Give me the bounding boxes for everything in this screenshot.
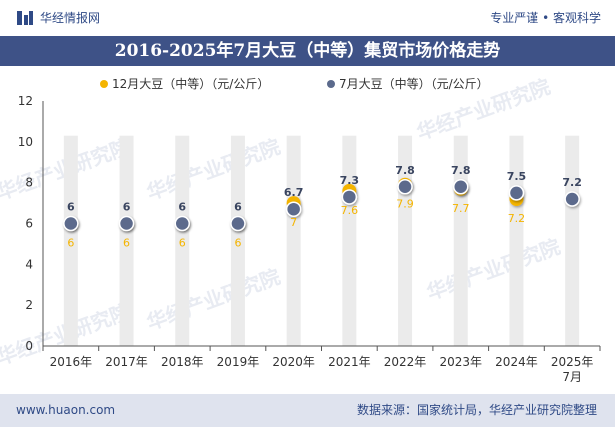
- watermark-text: 华经产业研究院: [144, 134, 284, 204]
- jul-data-label: 7.8: [395, 164, 415, 177]
- footer-source: 数据来源：国家统计局，华经产业研究院整理: [356, 403, 597, 417]
- x-tick-label: 2021年: [328, 355, 371, 369]
- column-background: [286, 135, 301, 346]
- dec-data-label: 6: [179, 237, 186, 250]
- y-tick-label: 8: [25, 176, 33, 190]
- column-background: [119, 135, 134, 346]
- jul-data-label: 6: [234, 201, 242, 214]
- x-tick-label: 2025年 7月: [551, 355, 594, 384]
- brand-logo-icon: [17, 11, 33, 25]
- footer: www.huaon.com 数据来源：国家统计局，华经产业研究院整理: [0, 394, 615, 427]
- column-background: [63, 135, 78, 346]
- jul-data-label: 7.8: [451, 164, 471, 177]
- dec-data-label: 6: [67, 237, 74, 250]
- jul-series-point: [508, 185, 525, 201]
- jul-data-label: 6: [67, 201, 75, 214]
- jul-series-point: [285, 201, 302, 217]
- x-tick-label: 2020年: [272, 355, 315, 369]
- y-tick-label: 10: [18, 135, 33, 149]
- jul-data-label: 7.5: [507, 170, 527, 183]
- dec-data-label: 7.9: [396, 198, 414, 211]
- legend-jul-marker: [327, 80, 335, 88]
- chart-title: 2016-2025年7月大豆（中等）集贸市场价格走势: [0, 36, 615, 66]
- column-background: [175, 135, 190, 346]
- dec-data-label: 6: [123, 237, 130, 250]
- jul-series-point: [118, 215, 135, 232]
- x-tick-label: 2019年: [217, 355, 260, 369]
- jul-series-point: [453, 179, 469, 195]
- jul-series-point: [341, 189, 358, 205]
- column-background: [509, 135, 524, 346]
- column-background: [342, 135, 357, 346]
- x-tick-label: 2022年: [384, 355, 427, 369]
- tagline: 专业严谨 • 客观科学: [490, 11, 601, 25]
- jul-series-point: [564, 191, 580, 207]
- y-tick-label: 4: [25, 257, 33, 271]
- legend-dec-label: 12月大豆（中等）（元/公斤）: [112, 76, 269, 91]
- x-tick-label: 2016年: [50, 355, 93, 369]
- watermark-text: 华经产业研究院: [144, 264, 284, 334]
- column-background: [565, 135, 580, 346]
- top-bar: 华经情报网 专业严谨 • 客观科学: [0, 0, 615, 36]
- legend-dec-marker: [100, 80, 108, 88]
- dec-data-label: 6: [234, 237, 241, 250]
- x-tick-label: 2017年: [105, 355, 148, 369]
- jul-data-label: 6: [178, 201, 186, 214]
- column-background: [230, 135, 245, 346]
- dec-data-label: 7.6: [341, 204, 359, 217]
- jul-data-label: 7.2: [562, 176, 582, 189]
- footer-website[interactable]: www.huaon.com: [16, 403, 116, 417]
- jul-data-label: 7.3: [340, 174, 360, 187]
- jul-data-label: 6: [123, 201, 131, 214]
- legend-jul-label: 7月大豆（中等）（元/公斤）: [339, 76, 489, 91]
- y-tick-label: 12: [18, 94, 33, 108]
- jul-series-point: [230, 215, 246, 232]
- y-tick-label: 6: [25, 217, 33, 231]
- jul-series-point: [63, 215, 79, 232]
- site-name: 华经情报网: [40, 11, 101, 25]
- jul-data-label: 6.7: [284, 186, 304, 199]
- dec-data-label: 7: [290, 216, 297, 229]
- x-tick-label: 2023年: [439, 355, 482, 369]
- y-tick-label: 0: [25, 339, 33, 353]
- dec-data-label: 7.7: [452, 202, 470, 215]
- dec-data-label: 7.2: [508, 212, 526, 225]
- jul-series-point: [397, 179, 413, 195]
- x-tick-label: 2018年: [161, 355, 204, 369]
- watermark-text: 华经产业研究院: [424, 234, 564, 304]
- x-tick-label: 2024年: [495, 355, 538, 369]
- y-tick-label: 2: [25, 298, 33, 312]
- chart: 华经产业研究院华经产业研究院华经产业研究院华经产业研究院华经产业研究院华经产业研…: [0, 74, 601, 384]
- jul-series-point: [174, 215, 190, 232]
